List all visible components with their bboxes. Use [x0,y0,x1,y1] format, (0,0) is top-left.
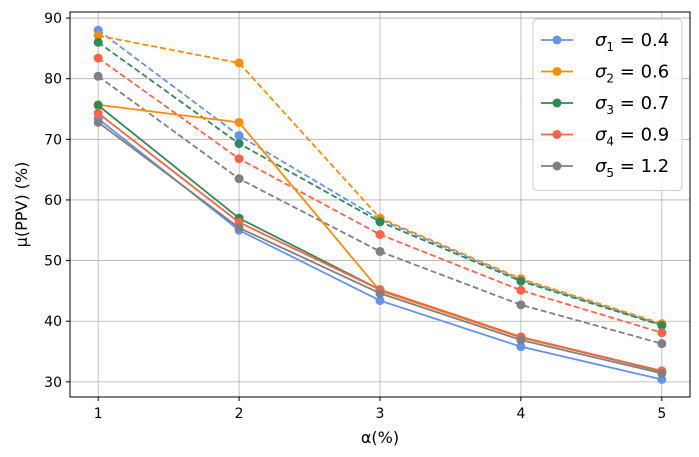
data-point [375,217,385,227]
y-tick-label: 70 [44,132,62,148]
data-point [93,53,103,63]
axis-ticks: 1 2 3 4 5 30 40 50 60 70 80 90 [44,11,666,422]
series-dashed-8 [93,53,667,338]
series-dashed-7 [93,37,667,330]
legend-label: σ5 = 1.2 [595,156,669,180]
legend-marker [552,161,562,171]
legend-item: σ4 = 0.9 [541,125,669,149]
x-tick-label: 4 [516,406,525,422]
data-point [93,108,103,118]
data-point [234,154,244,164]
data-point [93,100,103,110]
data-point [516,335,526,345]
x-tick-label: 1 [94,406,103,422]
data-point [516,276,526,286]
series-solid-4 [93,117,667,378]
data-point [234,117,244,127]
y-axis-label: μ(PPV) (%) [12,162,31,248]
y-tick-label: 80 [44,72,62,88]
legend: σ1 = 0.4 σ2 = 0.6 σ3 = 0.7 σ4 = 0.9 σ5 = 1.2 [532,18,683,191]
x-tick-label: 3 [376,406,385,422]
data-point [234,131,244,141]
data-point [93,37,103,47]
x-tick-label: 5 [657,406,666,422]
data-point [234,223,244,233]
legend-marker [552,67,562,76]
legend-label: σ1 = 0.4 [595,30,669,54]
data-point [93,71,103,81]
legend-label: σ2 = 0.6 [595,62,669,86]
series-line [97,29,663,326]
legend-label: σ4 = 0.9 [595,125,669,149]
data-point [657,328,667,338]
data-point [234,139,244,149]
legend-item: σ3 = 0.7 [541,93,669,117]
data-point [375,230,385,240]
data-point [93,31,103,41]
data-point [375,296,385,306]
y-tick-label: 50 [44,254,62,270]
legend-item: σ5 = 1.2 [541,156,669,180]
x-tick-label: 2 [235,406,244,422]
data-point [375,288,385,298]
series-line [97,75,663,345]
y-tick-label: 30 [44,375,62,391]
x-axis-label: α(%) [361,428,399,447]
data-point [516,300,526,310]
data-point [657,339,667,349]
legend-marker [552,35,562,45]
legend-item: σ1 = 0.4 [541,30,669,54]
data-point [657,320,667,330]
data-point [516,285,526,295]
legend-label: σ3 = 0.7 [595,93,669,117]
y-tick-label: 60 [44,193,62,209]
y-tick-label: 90 [44,11,62,27]
data-point [516,342,526,352]
series-dashed-9 [93,71,667,349]
y-tick-label: 40 [44,314,62,330]
data-point [234,58,244,68]
legend-item: σ2 = 0.6 [541,62,669,86]
data-point [657,368,667,378]
series-layer [93,25,667,384]
data-point [234,174,244,184]
legend-marker [552,130,562,139]
data-point [375,246,385,256]
legend-marker [552,98,562,108]
legend-box [532,18,683,191]
data-point [93,117,103,127]
